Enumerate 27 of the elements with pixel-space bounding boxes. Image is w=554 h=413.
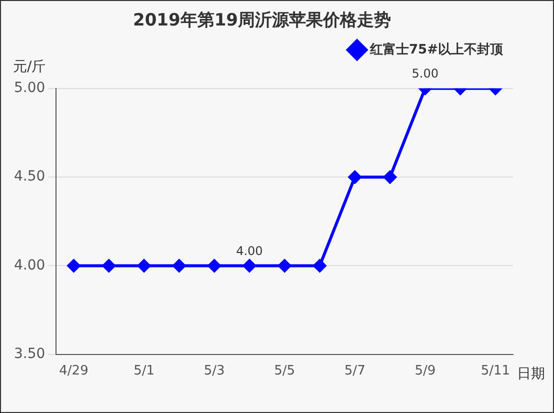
point — [172, 259, 186, 272]
chart-title: 2019年第19周沂源苹果价格走势 — [133, 10, 391, 31]
x-tick-label: 5/5 — [274, 364, 296, 379]
point — [242, 259, 256, 272]
data-label: 4.00 — [236, 244, 263, 258]
x-tick-label: 5/1 — [134, 364, 154, 379]
y-tick-label: 3.50 — [14, 346, 46, 362]
point — [102, 259, 116, 272]
y-tick-label: 5.00 — [14, 80, 46, 96]
point — [278, 259, 292, 272]
y-axis-title: 元/斤 — [13, 59, 46, 76]
point — [138, 259, 151, 272]
y-tick-label: 4.00 — [14, 257, 46, 274]
x-tick-label: 4/29 — [59, 364, 88, 379]
point — [348, 170, 362, 184]
legend-label: 红富士75#以上不封顶 — [369, 41, 504, 58]
y-tick-label: 4.50 — [14, 168, 46, 185]
x-tick-label: 5/7 — [344, 364, 366, 379]
point — [313, 259, 326, 272]
point — [384, 170, 397, 184]
point — [67, 259, 80, 272]
x-tick-label: 5/9 — [414, 364, 436, 379]
point — [208, 259, 221, 272]
x-tick-label: 5/3 — [204, 364, 225, 379]
data-label: 5.00 — [412, 66, 439, 81]
x-tick-label: 5/11 — [480, 364, 510, 379]
x-axis-title: 日期 — [517, 366, 545, 382]
